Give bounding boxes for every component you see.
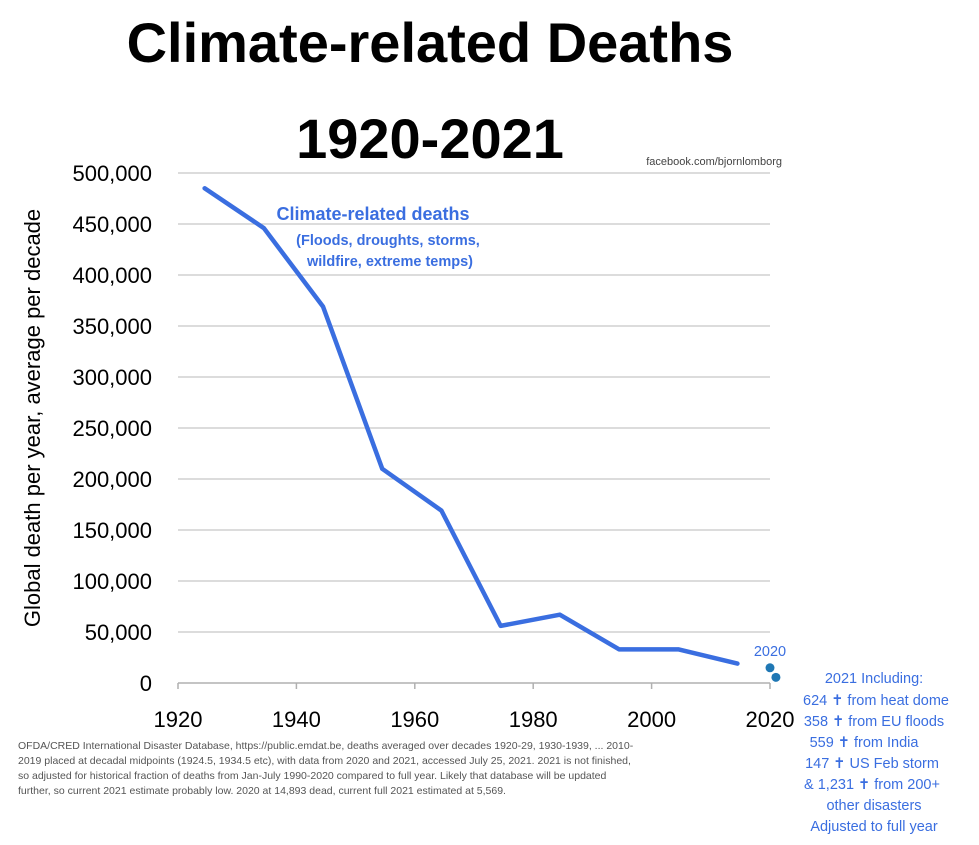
data-point-2021: [771, 672, 781, 682]
y-tick-label: 350,000: [72, 314, 152, 339]
side-note: 2021 Including: 624 ✝ from heat dome 358…: [803, 671, 949, 835]
x-tick-label: 1980: [509, 707, 558, 732]
side-note-line: 358 ✝ from EU floods: [804, 714, 944, 730]
x-tick-labels: 1920 1940 1960 1980 2000 2020: [154, 683, 795, 732]
x-tick-label: 2000: [627, 707, 676, 732]
series-layer: [202, 186, 740, 666]
y-tick-label: 0: [140, 671, 152, 696]
y-tick-label: 100,000: [72, 569, 152, 594]
y-tick-label: 150,000: [72, 518, 152, 543]
y-tick-labels: 0 50,000 100,000 150,000 200,000 250,000 300,0…: [72, 161, 152, 696]
data-point-2020: [765, 663, 775, 673]
side-note-line: 559 ✝ from India: [810, 735, 920, 751]
points-layer: [765, 663, 781, 682]
source-line: further, so current 2021 estimate probab…: [18, 785, 506, 797]
source-line: 2019 placed at decadal midpoints (1924.5…: [18, 755, 631, 767]
side-note-line: 147 ✝ US Feb storm: [805, 756, 939, 772]
x-tick-label: 1960: [390, 707, 439, 732]
series-line-climate-deaths: [202, 186, 740, 666]
source-note: OFDA/CRED International Disaster Databas…: [18, 740, 634, 797]
y-tick-label: 200,000: [72, 467, 152, 492]
source-line: OFDA/CRED International Disaster Databas…: [18, 740, 634, 752]
series-annotation-line2: wildfire, extreme temps): [306, 254, 473, 270]
y-tick-label: 500,000: [72, 161, 152, 186]
y-tick-label: 400,000: [72, 263, 152, 288]
x-tick-label: 1920: [154, 707, 203, 732]
x-tick-label: 2020: [746, 707, 795, 732]
y-tick-label: 50,000: [85, 620, 152, 645]
gridlines: [178, 172, 770, 633]
credit-text: facebook.com/bjornlomborg: [646, 156, 782, 168]
side-note-line: other disasters: [826, 798, 921, 814]
chart-title-line1: Climate-related Deaths: [127, 11, 734, 74]
series-annotation-line1: (Floods, droughts, storms,: [296, 233, 480, 249]
source-line: so adjusted for historical fraction of d…: [18, 770, 606, 782]
y-axis-label: Global death per year, average per decad…: [20, 209, 45, 627]
chart-title-line2: 1920-2021: [296, 107, 564, 170]
y-tick-label: 450,000: [72, 212, 152, 237]
y-tick-label: 250,000: [72, 416, 152, 441]
series-annotation-title: Climate-related deaths: [276, 204, 469, 224]
x-tick-label: 1940: [272, 707, 321, 732]
side-note-line: 624 ✝ from heat dome: [803, 693, 949, 709]
point-label-2020: 2020: [754, 644, 786, 660]
side-note-line: & 1,231 ✝ from 200+: [804, 777, 940, 793]
side-note-line: 2021 Including:: [825, 671, 923, 687]
y-tick-label: 300,000: [72, 365, 152, 390]
side-note-line: Adjusted to full year: [810, 819, 938, 835]
